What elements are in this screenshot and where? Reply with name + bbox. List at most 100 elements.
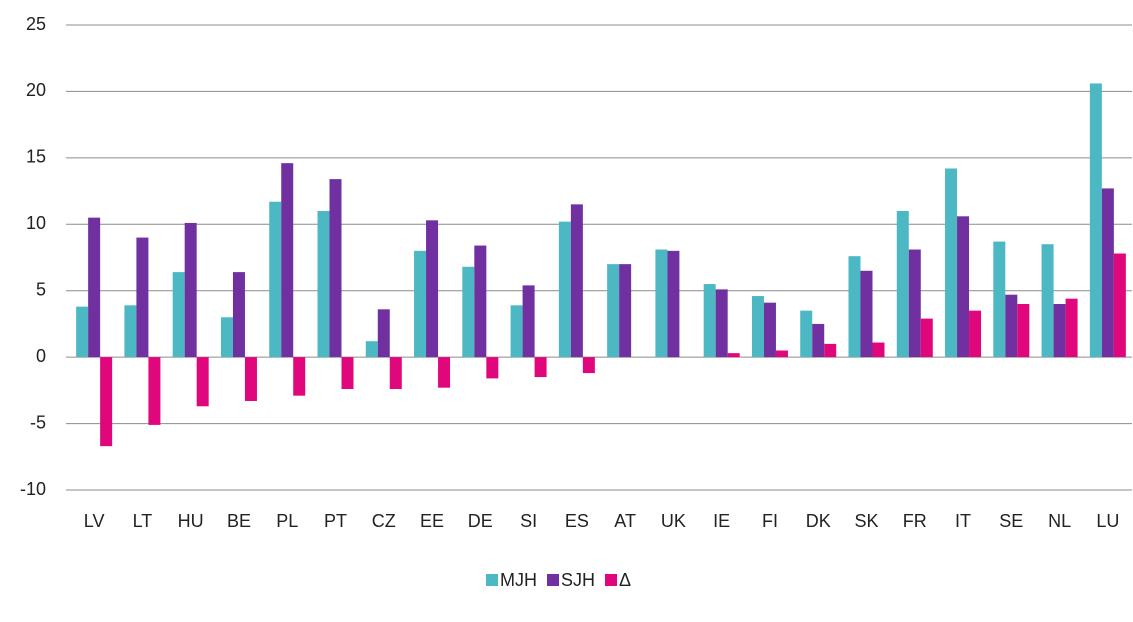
- bar: [269, 201, 282, 358]
- x-tick-label: LU: [1096, 511, 1119, 531]
- x-tick-label: DK: [806, 511, 831, 531]
- bar: [148, 357, 161, 425]
- bar: [619, 264, 632, 358]
- bar: [607, 264, 620, 358]
- y-tick-label: -10: [20, 479, 46, 499]
- x-tick-label: SE: [999, 511, 1023, 531]
- bar: [220, 317, 233, 358]
- x-tick-label: ES: [565, 511, 589, 531]
- x-tick-label: FR: [903, 511, 927, 531]
- bar: [76, 306, 89, 358]
- y-tick-label: 20: [26, 80, 46, 100]
- legend-label: Δ: [619, 570, 631, 590]
- x-tick-label: IT: [955, 511, 971, 531]
- legend-label: SJH: [561, 570, 595, 590]
- x-tick-label: SI: [520, 511, 537, 531]
- bar: [389, 357, 402, 390]
- bar: [1113, 253, 1126, 358]
- x-tick-label: UK: [661, 511, 686, 531]
- x-tick-label: HU: [178, 511, 204, 531]
- bar: [957, 216, 970, 358]
- x-tick-label: SK: [854, 511, 878, 531]
- x-tick-label: PL: [276, 511, 298, 531]
- bar: [486, 357, 499, 379]
- bar: [800, 310, 813, 358]
- bar: [426, 220, 439, 358]
- bar: [558, 221, 571, 358]
- x-tick-label: NL: [1048, 511, 1071, 531]
- x-tick-label: EE: [420, 511, 444, 531]
- bar: [763, 302, 776, 358]
- bar: [184, 222, 197, 358]
- x-tick-label: PT: [324, 511, 347, 531]
- x-tick-label: IE: [713, 511, 730, 531]
- bar: [522, 285, 535, 358]
- legend-label: MJH: [500, 570, 537, 590]
- bar: [414, 250, 427, 358]
- bar: [667, 250, 680, 358]
- bar: [812, 323, 825, 358]
- legend-swatch: [547, 574, 559, 586]
- y-tick-label: -5: [30, 412, 46, 432]
- bar: [293, 357, 306, 396]
- bar: [377, 309, 390, 358]
- y-tick-label: 0: [36, 346, 46, 366]
- bar: [136, 237, 149, 358]
- bar: [196, 357, 209, 407]
- y-tick-label: 10: [26, 213, 46, 233]
- y-tick-label: 25: [26, 14, 46, 34]
- bar: [365, 341, 378, 358]
- bar: [281, 163, 294, 358]
- bar: [993, 241, 1006, 358]
- bar: [860, 270, 873, 358]
- bar: [1053, 304, 1066, 358]
- bar: [1065, 298, 1078, 358]
- bar: [244, 357, 257, 401]
- legend-swatch: [486, 574, 498, 586]
- bar: [945, 168, 958, 358]
- bar: [727, 353, 740, 358]
- bar: [824, 343, 837, 358]
- bar: [1041, 244, 1054, 358]
- y-tick-label: 5: [36, 279, 46, 299]
- bar: [172, 272, 185, 358]
- bar: [848, 256, 861, 358]
- x-tick-label: LV: [84, 511, 105, 531]
- bar: [920, 318, 933, 358]
- bar: [715, 289, 728, 358]
- bar: [969, 310, 982, 358]
- bar: [462, 266, 475, 358]
- bar: [1089, 83, 1102, 358]
- bar: [570, 204, 583, 358]
- x-tick-label: DE: [468, 511, 493, 531]
- bar: [582, 357, 595, 374]
- bar: [655, 249, 668, 358]
- x-tick-label: BE: [227, 511, 251, 531]
- bar: [317, 211, 330, 358]
- bar: [232, 272, 245, 358]
- bar: [1005, 294, 1018, 358]
- bar: [438, 357, 451, 388]
- x-tick-label: AT: [614, 511, 636, 531]
- bar: [100, 357, 113, 447]
- bar: [88, 217, 101, 358]
- bar: [775, 350, 788, 358]
- x-tick-label: LT: [133, 511, 153, 531]
- y-tick-label: 15: [26, 147, 46, 167]
- bar: [534, 357, 547, 378]
- bar: [329, 179, 342, 358]
- bar: [124, 305, 137, 358]
- bar: [341, 357, 354, 390]
- bar: [908, 249, 921, 358]
- legend-swatch: [605, 574, 618, 586]
- bar: [474, 245, 487, 358]
- x-tick-label: FI: [762, 511, 778, 531]
- bar: [751, 296, 764, 358]
- bar: [1101, 188, 1114, 358]
- bar: [510, 305, 523, 358]
- x-tick-label: CZ: [372, 511, 396, 531]
- bar: [896, 211, 909, 358]
- bar: [1017, 304, 1030, 358]
- bar: [703, 284, 716, 358]
